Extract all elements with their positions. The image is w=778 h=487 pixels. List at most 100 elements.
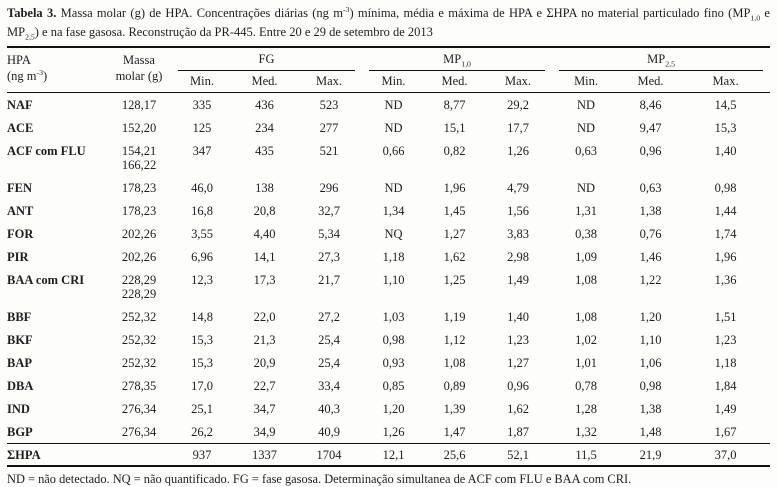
mp25-med-cell: 9,47 (639, 121, 662, 135)
mp25-max-cell: 1,36 (714, 273, 737, 287)
hpa-name-cell: FOR (7, 227, 34, 241)
mp10-min-cell: 0,98 (382, 333, 405, 347)
table-row: ANT 178,23 16,8 20,8 32,7 1,34 1,45 1,56… (7, 199, 770, 222)
mp25-max-cell: 1,44 (714, 204, 737, 218)
mp10-max-cell: 1,40 (507, 310, 529, 324)
mp25-med-cell: 1,20 (639, 310, 662, 324)
fg-max-cell: 25,4 (318, 356, 340, 370)
hpa-name-cell: BAP (7, 356, 32, 370)
massa-line1: 178,23 (121, 181, 157, 195)
group-label-subscript: 2,5 (665, 59, 675, 69)
mp10-med-cell: 0,82 (443, 144, 466, 158)
mp10-min-cell: 0,85 (382, 379, 405, 393)
caption-text: e MP (7, 6, 770, 39)
hpa-concentration-table: HPA (ng m-3) Massa molar (g) FG MP1,0 MP… (7, 46, 771, 467)
group-header-mp25-label: MP2,5 (559, 48, 764, 71)
caption-subscript: 2,5 (25, 32, 35, 42)
column-header-hpa: HPA (ng m-3) (7, 47, 107, 93)
mp25-max-cell: 1,67 (714, 425, 737, 439)
mp10-min-cell: 1,10 (382, 273, 405, 287)
group-label-text: MP (443, 52, 462, 66)
hpa-name-cell: PIR (7, 250, 29, 264)
fg-min-cell: 46,0 (191, 181, 213, 195)
fg-med-cell: 435 (255, 144, 274, 158)
table-row: ACE 152,20 125 234 277 ND 15,1 17,7 ND 9… (7, 116, 770, 139)
mp10-min-cell: 1,20 (382, 402, 405, 416)
fg-med-cell: 234 (255, 121, 274, 135)
caption-superscript: -3 (342, 4, 350, 14)
group-label-text: MP (647, 52, 666, 66)
mp10-min-cell: 1,26 (382, 425, 405, 439)
table-caption: Tabela 3. Massa molar (g) de HPA. Concen… (0, 0, 778, 42)
massa-molar-cell: 276,34 (107, 420, 171, 444)
mp25-min-cell: 1,32 (575, 425, 597, 439)
fg-min-cell: 125 (192, 121, 212, 135)
fg-max-cell: 33,4 (318, 379, 340, 393)
mp10-med-cell: 1,47 (443, 425, 466, 439)
mp25-min-cell: 0,63 (575, 144, 597, 158)
mp25-min-cell: 0,78 (575, 379, 597, 393)
mp25-min-cell: 0,38 (575, 227, 597, 241)
mp25-med-cell: 0,76 (639, 227, 662, 241)
table-caption-label: Tabela 3. (7, 6, 57, 20)
total-value-cell: 1337 (233, 443, 296, 467)
mp10-min-cell: 0,66 (382, 144, 405, 158)
hpa-name-cell: NAF (7, 98, 33, 112)
column-header-massa-molar: Massa molar (g) (107, 47, 171, 93)
subcol-header-mp10-med: Med. (425, 71, 485, 93)
mp25-med-cell: 1,46 (639, 250, 662, 264)
fg-med-cell: 14,1 (253, 250, 276, 264)
subcol-header-mp10-min: Min. (362, 71, 426, 93)
mp10-min-cell: 1,03 (382, 310, 405, 324)
table-row: PIR 202,26 6,96 14,1 27,3 1,18 1,62 2,98… (7, 245, 770, 268)
mp25-min-cell: ND (577, 121, 596, 135)
fg-min-cell: 26,2 (191, 425, 213, 439)
fg-max-cell: 25,4 (318, 333, 340, 347)
hpa-name-cell: BKF (7, 333, 33, 347)
caption-text: Massa molar (g) de HPA. Concentrações di… (56, 6, 343, 20)
caption-subscript: 1,0 (750, 13, 761, 23)
mp25-min-cell: 1,08 (575, 310, 597, 324)
fg-max-cell: 277 (319, 121, 339, 135)
mp10-min-cell: 0,93 (382, 356, 405, 370)
hpa-name-cell: ANT (7, 204, 34, 218)
massa-line1: 278,35 (121, 379, 157, 393)
massa-line1: 178,23 (121, 204, 157, 218)
subcol-header-mp25-med: Med. (620, 71, 682, 93)
mp10-max-cell: 1,56 (507, 204, 529, 218)
massa-line1: 252,32 (121, 333, 157, 347)
mp10-min-cell: 1,18 (382, 250, 405, 264)
massa-molar-cell: 276,34 (107, 397, 171, 420)
caption-text: ) e na fase gasosa. Reconstrução da PR-4… (34, 25, 433, 39)
massa-molar-cell: 202,26 (107, 222, 171, 245)
fg-med-cell: 4,40 (253, 227, 276, 241)
table-row: BAP 252,32 15,3 20,9 25,4 0,93 1,08 1,27… (7, 351, 770, 374)
mp25-min-cell: 1,31 (575, 204, 597, 218)
table-row: NAF 128,17 335 436 523 ND 8,77 29,2 ND 8… (7, 93, 770, 117)
massa-molar-cell: 178,23 (107, 199, 171, 222)
mp25-med-cell: 8,46 (639, 98, 662, 112)
total-value-cell: 937 (171, 443, 233, 467)
hpa-name-cell: BBF (7, 310, 32, 324)
subcol-header-fg-med: Med. (233, 71, 296, 93)
massa-molar-cell: 278,35 (107, 374, 171, 397)
header-hpa-line2: (ng m-3) (7, 68, 107, 84)
fg-min-cell: 15,3 (191, 333, 213, 347)
mp25-min-cell: 1,02 (575, 333, 597, 347)
mp25-max-cell: 15,3 (714, 121, 737, 135)
mp25-max-cell: 14,5 (714, 98, 737, 112)
header-unit-text: ) (42, 69, 48, 83)
mp10-med-cell: 1,27 (443, 227, 466, 241)
mp10-max-cell: 3,83 (507, 227, 529, 241)
mp10-max-cell: 29,2 (507, 98, 529, 112)
fg-med-cell: 34,9 (253, 425, 276, 439)
mp25-med-cell: 1,48 (639, 425, 662, 439)
fg-min-cell: 335 (192, 98, 212, 112)
fg-med-cell: 21,3 (253, 333, 276, 347)
fg-max-cell: 40,3 (318, 402, 340, 416)
hpa-name-cell: ACE (7, 121, 34, 135)
mp10-med-cell: 1,45 (443, 204, 466, 218)
hpa-name-cell: FEN (7, 181, 32, 195)
group-header-mp10-label: MP1,0 (369, 48, 546, 71)
header-massa-line1: Massa (123, 53, 155, 67)
